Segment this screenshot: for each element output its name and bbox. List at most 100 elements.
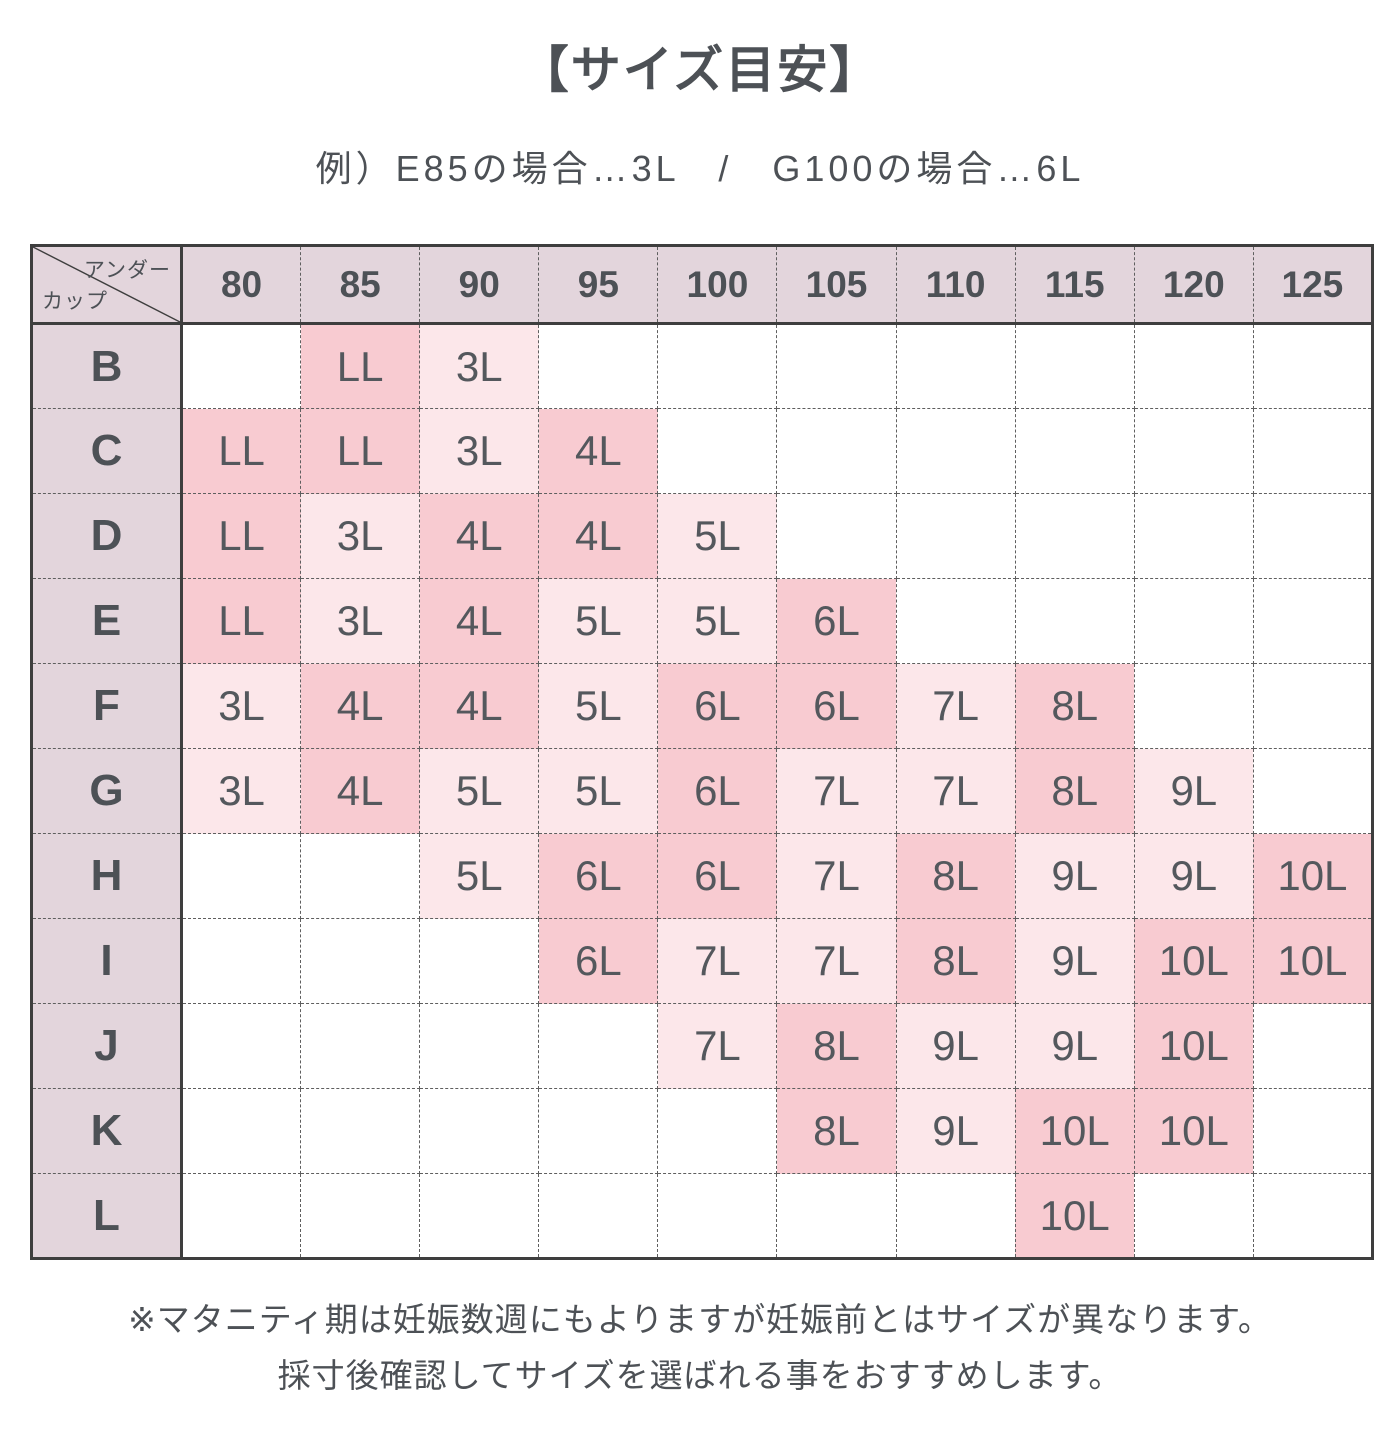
cup-row-G: G 3L 4L 5L 5L 6L 7L 7L 8L 9L <box>31 748 1373 834</box>
cup-header-L: L <box>31 1173 183 1259</box>
empty-cell <box>180 833 302 919</box>
underbust-header-125: 125 <box>1252 245 1373 325</box>
empty-cell <box>300 1173 421 1259</box>
cup-header-C: C <box>31 408 183 494</box>
underbust-axis-label: アンダー <box>83 259 171 282</box>
size-cell: 4L <box>300 748 421 834</box>
empty-cell <box>180 918 302 1004</box>
empty-cell <box>1133 578 1254 664</box>
empty-cell <box>1252 493 1373 579</box>
size-cell: LL <box>180 408 302 494</box>
size-cell: 9L <box>1133 833 1254 919</box>
cup-header-G: G <box>31 748 183 834</box>
empty-cell <box>776 1173 897 1259</box>
empty-cell <box>895 323 1016 409</box>
empty-cell <box>895 493 1016 579</box>
empty-cell <box>300 1088 421 1174</box>
cup-header-E: E <box>31 578 183 664</box>
size-cell: 4L <box>300 663 421 749</box>
underbust-header-115: 115 <box>1014 245 1135 325</box>
underbust-header-100: 100 <box>657 245 778 325</box>
size-cell: 5L <box>657 578 778 664</box>
empty-cell <box>776 493 897 579</box>
size-cell: 7L <box>776 748 897 834</box>
size-cell: 6L <box>657 833 778 919</box>
size-cell: 8L <box>895 833 1016 919</box>
empty-cell <box>180 1088 302 1174</box>
size-cell: 8L <box>1014 748 1135 834</box>
size-cell: 8L <box>895 918 1016 1004</box>
cup-row-B: B LL 3L <box>31 323 1373 409</box>
size-cell: 5L <box>538 663 659 749</box>
empty-cell <box>538 1003 659 1089</box>
empty-cell <box>895 408 1016 494</box>
empty-cell <box>1133 1173 1254 1259</box>
cup-row-I: I 6L 7L 7L 8L 9L 10L 10L <box>31 918 1373 1004</box>
size-cell: 10L <box>1014 1088 1135 1174</box>
cup-header-K: K <box>31 1088 183 1174</box>
size-cell: LL <box>180 493 302 579</box>
underbust-header-105: 105 <box>776 245 897 325</box>
size-cell: 8L <box>1014 663 1135 749</box>
size-cell: 10L <box>1252 918 1373 1004</box>
footnote-line-1: ※マタニティ期は妊娠数週にもよりますが妊娠前とはサイズが異なります。 <box>128 1301 1272 1338</box>
underbust-header-120: 120 <box>1133 245 1254 325</box>
empty-cell <box>538 1173 659 1259</box>
empty-cell <box>1252 408 1373 494</box>
size-cell: 5L <box>419 748 540 834</box>
size-cell: 7L <box>657 1003 778 1089</box>
cup-header-F: F <box>31 663 183 749</box>
size-cell: 4L <box>419 578 540 664</box>
size-cell: 10L <box>1252 833 1373 919</box>
size-cell: 9L <box>1014 833 1135 919</box>
cup-row-J: J 7L 8L 9L 9L 10L <box>31 1003 1373 1089</box>
size-cell: 9L <box>895 1088 1016 1174</box>
size-cell: 6L <box>657 748 778 834</box>
size-cell: 9L <box>1014 1003 1135 1089</box>
underbust-header-90: 90 <box>419 245 540 325</box>
size-cell: 3L <box>300 493 421 579</box>
size-cell: 7L <box>776 833 897 919</box>
underbust-header-110: 110 <box>895 245 1016 325</box>
empty-cell <box>538 323 659 409</box>
size-cell: 7L <box>895 748 1016 834</box>
size-cell: 5L <box>538 578 659 664</box>
empty-cell <box>1133 323 1254 409</box>
empty-cell <box>300 918 421 1004</box>
empty-cell <box>1014 408 1135 494</box>
empty-cell <box>1252 1003 1373 1089</box>
size-cell: 4L <box>419 493 540 579</box>
size-cell: 4L <box>538 408 659 494</box>
size-cell: 3L <box>300 578 421 664</box>
empty-cell <box>895 1173 1016 1259</box>
empty-cell <box>1252 663 1373 749</box>
footnote-line-2: 採寸後確認してサイズを選ばれる事をおすすめします。 <box>277 1357 1123 1394</box>
size-cell: 4L <box>538 493 659 579</box>
empty-cell <box>419 1003 540 1089</box>
size-cell: LL <box>180 578 302 664</box>
empty-cell <box>1133 408 1254 494</box>
size-cell: 10L <box>1133 1088 1254 1174</box>
cup-row-K: K 8L 9L 10L 10L <box>31 1088 1373 1174</box>
cup-row-F: F 3L 4L 4L 5L 6L 6L 7L 8L <box>31 663 1373 749</box>
size-example-subtitle: 例）E85の場合…3L / G100の場合…6L <box>315 148 1085 189</box>
size-cell: 6L <box>538 833 659 919</box>
table-header-row: アンダー カップ 80 85 90 95 100 105 110 115 120 125 <box>31 245 1373 325</box>
cup-header-J: J <box>31 1003 183 1089</box>
underbust-header-80: 80 <box>180 245 302 325</box>
empty-cell <box>776 323 897 409</box>
empty-cell <box>300 833 421 919</box>
empty-cell <box>657 323 778 409</box>
size-chart-table: アンダー カップ 80 85 90 95 100 105 110 115 120 125 B LL 3… <box>30 244 1374 1260</box>
corner-cell: アンダー カップ <box>31 245 183 325</box>
empty-cell <box>1014 493 1135 579</box>
cup-header-I: I <box>31 918 183 1004</box>
underbust-header-85: 85 <box>300 245 421 325</box>
size-cell: 3L <box>180 663 302 749</box>
size-cell: 6L <box>657 663 778 749</box>
empty-cell <box>1252 748 1373 834</box>
cup-row-L: L 10L <box>31 1173 1373 1259</box>
empty-cell <box>1014 323 1135 409</box>
size-cell: 7L <box>776 918 897 1004</box>
cup-row-C: C LL LL 3L 4L <box>31 408 1373 494</box>
